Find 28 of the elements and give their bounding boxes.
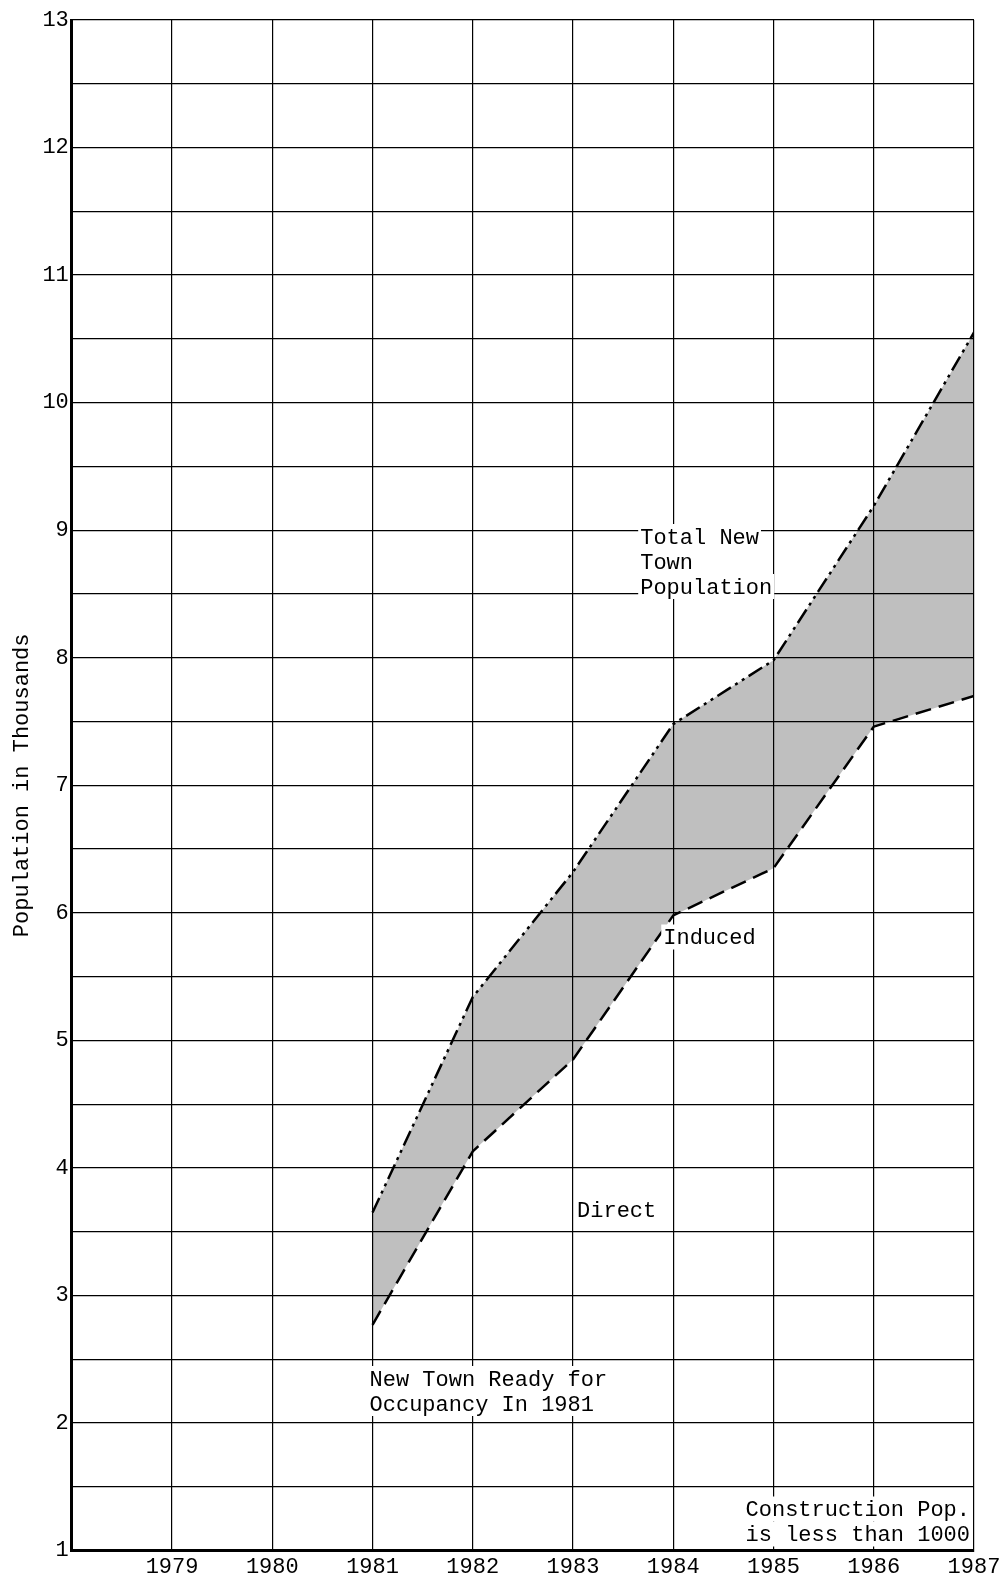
y-tick-label: 9 <box>55 518 69 544</box>
y-tick-label: 10 <box>42 390 69 416</box>
x-tick-label: 1983 <box>546 1554 600 1580</box>
annotation: Direct <box>577 1199 657 1225</box>
y-tick-label: 2 <box>55 1410 69 1436</box>
y-tick-label: 13 <box>42 7 69 33</box>
annotation: Construction Pop. is less than 1000 <box>745 1498 970 1549</box>
y-tick-label: 1 <box>55 1538 69 1564</box>
x-tick-label: 1987 <box>947 1554 1001 1580</box>
y-tick-label: 11 <box>42 262 69 288</box>
annotation: Total New Town Population <box>640 525 773 601</box>
x-tick-label: 1985 <box>747 1554 800 1580</box>
y-tick-label: 5 <box>55 1028 69 1054</box>
x-tick-label: 1982 <box>446 1554 500 1580</box>
y-tick-label: 6 <box>55 900 69 926</box>
y-tick-label: 12 <box>42 135 69 161</box>
x-tick-label: 1986 <box>847 1554 901 1580</box>
x-tick-label: 1984 <box>646 1554 700 1580</box>
x-tick-label: 1979 <box>145 1554 199 1580</box>
y-tick-label: 3 <box>55 1283 69 1309</box>
y-tick-label: 8 <box>55 645 69 671</box>
annotation: Induced <box>663 926 756 952</box>
y-tick-label: 7 <box>55 773 69 799</box>
annotation: New Town Ready for Occupancy In 1981 <box>369 1367 608 1418</box>
x-tick-label: 1980 <box>245 1554 299 1580</box>
y-axis-title: Population in Thousands <box>10 633 36 938</box>
y-tick-label: 4 <box>55 1155 69 1181</box>
x-tick-label: 1981 <box>346 1554 399 1580</box>
